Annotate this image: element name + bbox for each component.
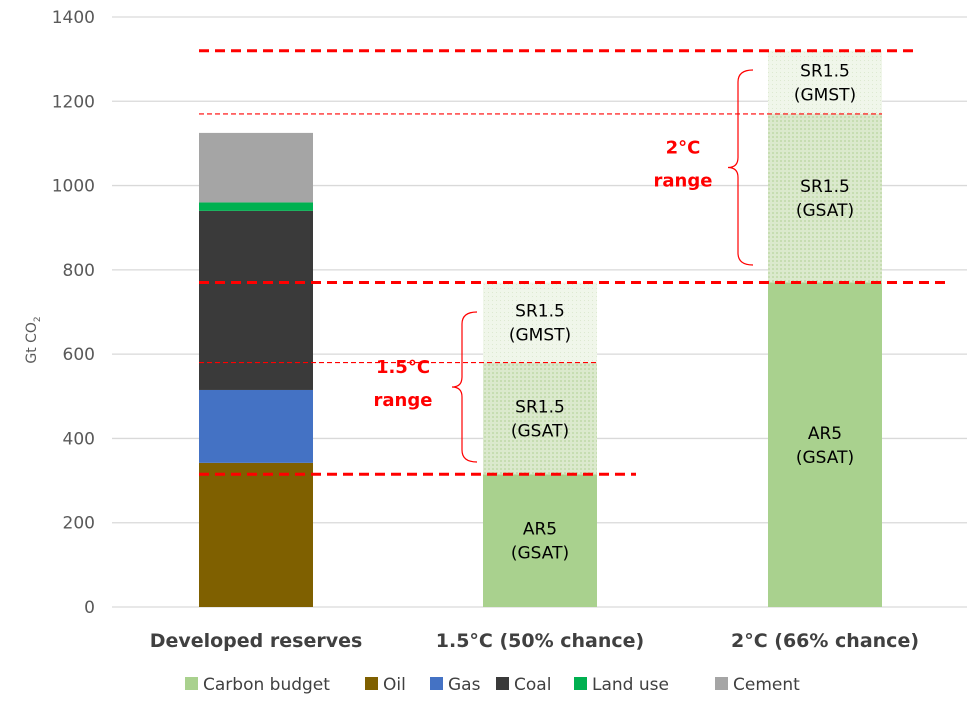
bar-segment-carbon-budget bbox=[483, 362, 597, 475]
legend-label: Oil bbox=[383, 675, 406, 695]
segment-data-label: SR1.5 bbox=[515, 302, 565, 322]
x-category-label: Developed reserves bbox=[150, 630, 363, 652]
segment-data-label: AR5 bbox=[808, 424, 842, 444]
range-annotation: 1.5°C bbox=[376, 357, 430, 378]
segment-data-label: (GMST) bbox=[794, 85, 856, 105]
y-tick-label: 600 bbox=[63, 345, 95, 365]
legend-swatch bbox=[365, 677, 378, 690]
x-category-label: 2°C (66% chance) bbox=[731, 630, 919, 652]
legend-swatch bbox=[574, 677, 587, 690]
segment-data-label: SR1.5 bbox=[800, 177, 850, 197]
range-brace bbox=[451, 311, 478, 463]
legend-swatch bbox=[496, 677, 509, 690]
y-tick-label: 200 bbox=[63, 514, 95, 534]
segment-data-label: (GSAT) bbox=[511, 421, 569, 441]
bar-segment-carbon-budget bbox=[768, 282, 882, 607]
segment-data-label: (GSAT) bbox=[796, 448, 854, 468]
legend-label: Cement bbox=[733, 675, 800, 695]
y-tick-label: 400 bbox=[63, 429, 95, 449]
bar-segment-carbon-budget bbox=[768, 113, 882, 283]
y-tick-label: 800 bbox=[63, 261, 95, 281]
segment-data-label: AR5 bbox=[523, 520, 557, 540]
y-tick-label: 1200 bbox=[52, 92, 95, 112]
range-annotation: 2°C bbox=[666, 138, 701, 159]
segment-data-label: (GSAT) bbox=[511, 544, 569, 564]
y-tick-label: 0 bbox=[84, 598, 95, 618]
bar-segment-coal bbox=[199, 210, 313, 390]
bar-segment-gas bbox=[199, 389, 313, 463]
bar-segment-carbon-budget bbox=[768, 50, 882, 114]
bar-segment-cement bbox=[199, 132, 313, 203]
range-annotation: range bbox=[374, 390, 433, 411]
bar-segment-oil bbox=[199, 462, 313, 607]
legend-label: Carbon budget bbox=[203, 675, 330, 695]
y-axis-label: Gt CO2 bbox=[24, 316, 43, 363]
y-tick-label: 1000 bbox=[52, 177, 95, 197]
bar-segment-land-use bbox=[199, 202, 313, 211]
legend-swatch bbox=[430, 677, 443, 690]
subscript: 2 bbox=[33, 316, 43, 322]
segment-data-label: SR1.5 bbox=[515, 397, 565, 417]
range-annotation: range bbox=[654, 171, 713, 192]
y-tick-label: 1400 bbox=[52, 8, 95, 28]
bar-segment-carbon-budget bbox=[483, 474, 597, 607]
segment-data-label: SR1.5 bbox=[800, 61, 850, 81]
legend-label: Land use bbox=[592, 675, 669, 695]
bar-segment-carbon-budget bbox=[483, 282, 597, 363]
legend-swatch bbox=[185, 677, 198, 690]
x-category-label: 1.5°C (50% chance) bbox=[436, 630, 644, 652]
legend-label: Coal bbox=[514, 675, 551, 695]
segment-data-label: (GMST) bbox=[509, 326, 571, 346]
segment-data-label: (GSAT) bbox=[796, 201, 854, 221]
legend-swatch bbox=[715, 677, 728, 690]
range-brace bbox=[727, 69, 754, 266]
legend-label: Gas bbox=[448, 675, 481, 695]
